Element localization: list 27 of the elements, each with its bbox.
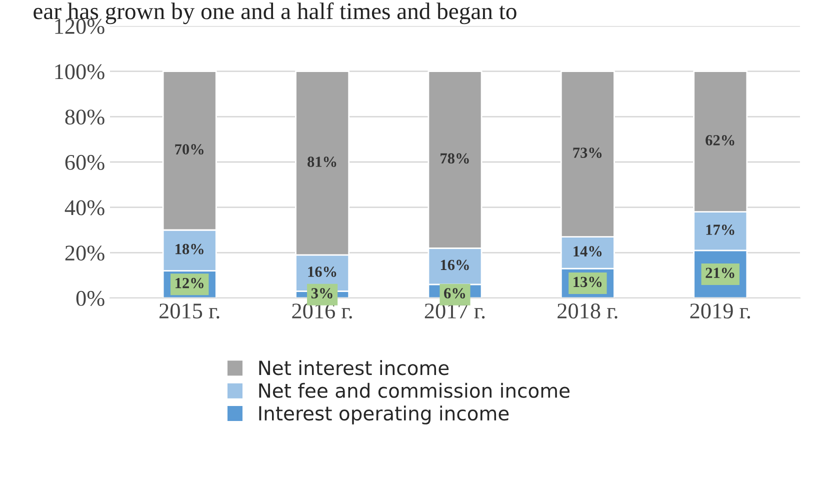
x-tick-label: 2019 г. <box>690 304 750 319</box>
y-tick-label: 20% <box>65 246 104 261</box>
data-label: 17% <box>706 224 734 236</box>
legend-label: Net fee and commission income <box>259 382 570 398</box>
data-label: 3% <box>311 288 332 298</box>
x-tick-label: 2018 г. <box>558 304 618 319</box>
data-label: 18% <box>176 244 204 254</box>
y-tick-label: 40% <box>64 200 104 216</box>
data-label: 16% <box>440 260 469 270</box>
data-label: 14% <box>574 246 602 257</box>
legend-label: Interest operating income <box>259 406 509 424</box>
data-label: 70% <box>175 144 204 155</box>
y-tick-label: 60% <box>65 154 104 170</box>
data-label: 81% <box>308 156 336 168</box>
data-label: 12% <box>176 278 204 288</box>
data-label: 13% <box>574 276 602 288</box>
data-label: 62% <box>706 135 734 146</box>
y-tick-label: 0% <box>76 290 104 306</box>
data-label: 16% <box>308 266 336 277</box>
data-label: 73% <box>573 148 602 158</box>
data-label: 6% <box>444 288 466 298</box>
data-label: 78% <box>440 153 469 164</box>
y-tick-label: 80% <box>65 110 104 125</box>
legend-label: Net interest income <box>259 360 449 376</box>
data-label: 21% <box>706 268 734 278</box>
x-tick-label: 2015 г. <box>160 304 220 319</box>
y-tick-label: 100% <box>55 64 104 80</box>
